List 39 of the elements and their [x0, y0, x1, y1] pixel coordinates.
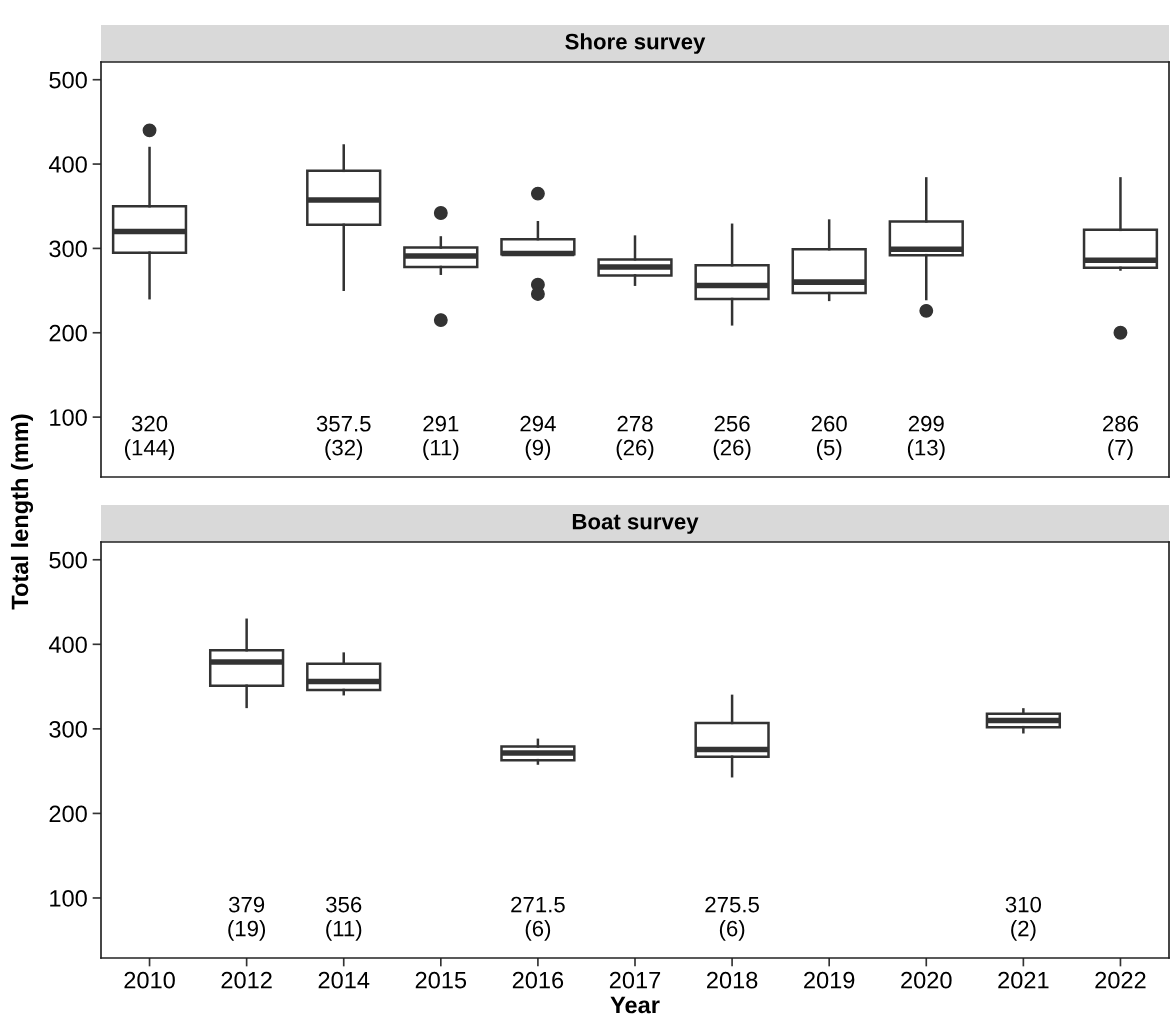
x-tick-label: 2018	[707, 971, 758, 989]
y-tick-label: 100	[50, 890, 87, 907]
chart-title: Boat survey	[572, 513, 699, 534]
y-tick-label: 300	[49, 720, 87, 738]
annotation: 260 (5)	[811, 415, 847, 460]
y-tick-label: 400	[48, 156, 87, 173]
x-tick-label: 2010	[124, 971, 175, 989]
x-tick-label: 2017	[609, 971, 661, 989]
annotation: 379 (19)	[228, 896, 266, 941]
annotation: 275.5 (6)	[705, 896, 759, 941]
x-tick-label: 2022	[1095, 971, 1146, 989]
annotation: 320 (144)	[124, 415, 175, 460]
y-tick-label: 300	[49, 240, 87, 258]
annotation: 310 (2)	[1005, 896, 1042, 941]
x-tick-label: 2021	[998, 971, 1049, 989]
y-tick-label: 500	[49, 71, 87, 89]
x-tick-label: 2015	[415, 971, 467, 989]
y-tick-label: 500	[49, 551, 87, 569]
x-axis-title: Year	[610, 996, 660, 1014]
annotation: 294 (9)	[520, 415, 556, 460]
x-tick-label: 2012	[221, 971, 272, 989]
annotation: 256 (26)	[713, 415, 751, 460]
annotation: 278 (26)	[616, 415, 654, 460]
chart-title: Shore survey	[565, 33, 706, 54]
y-tick-label: 100	[50, 409, 87, 426]
annotation: 286 (7)	[1103, 415, 1139, 460]
x-tick-label: 2014	[318, 971, 370, 989]
annotation: 271.5 (6)	[511, 896, 565, 941]
annotation: 357.5 (32)	[316, 415, 371, 460]
y-tick-label: 200	[49, 324, 87, 342]
y-axis-title: Total length (mm)	[10, 414, 34, 610]
y-tick-label: 200	[49, 805, 87, 823]
x-tick-label: 2020	[901, 971, 952, 989]
annotation: 299 (13)	[907, 415, 945, 460]
annotation: 356 (11)	[326, 896, 362, 941]
y-tick-label: 400	[48, 636, 87, 654]
x-tick-label: 2016	[512, 971, 564, 989]
x-tick-label: 2019	[804, 971, 855, 989]
annotation: 291 (11)	[423, 415, 459, 460]
